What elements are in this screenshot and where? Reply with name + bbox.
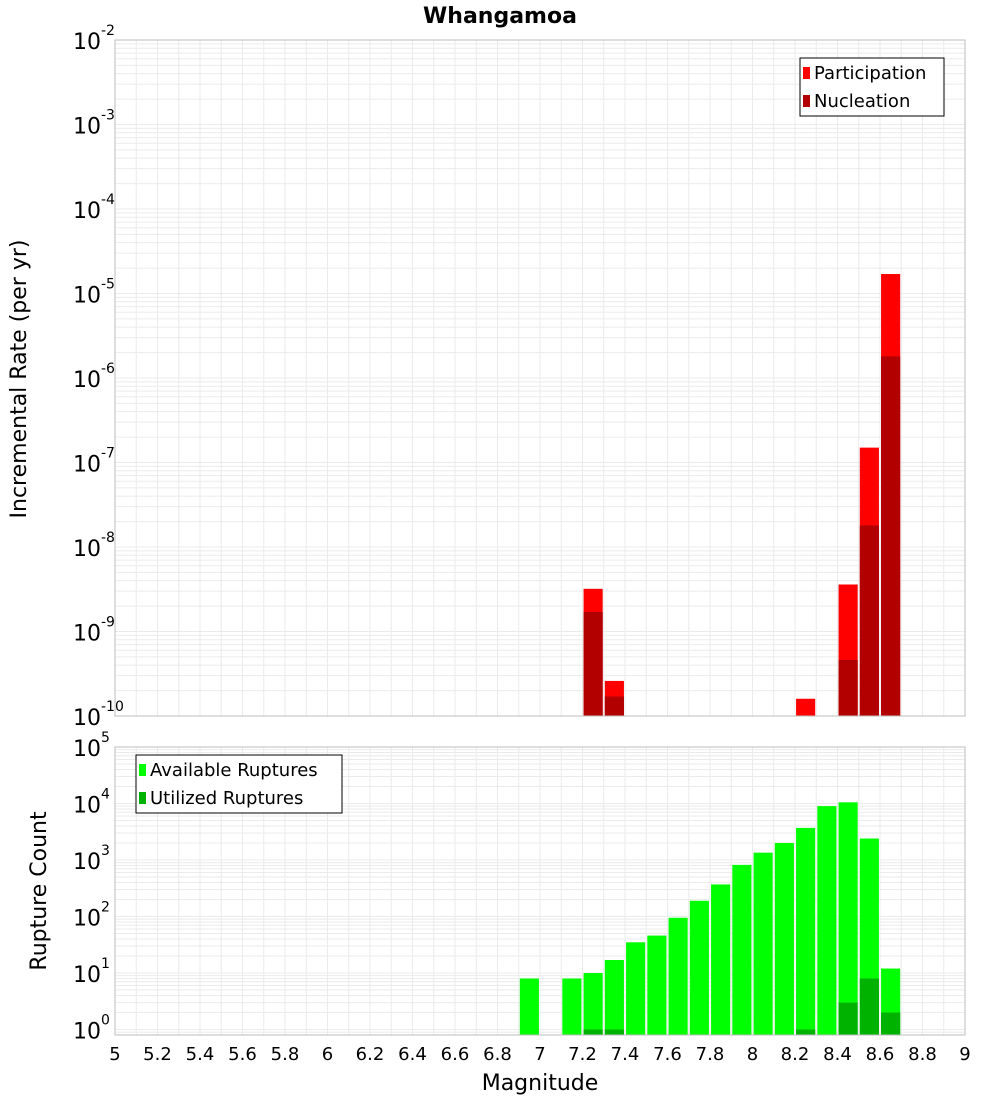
rate-bar-nucleation <box>859 525 879 716</box>
rate-grid <box>114 39 966 717</box>
count-bar-available-ruptures <box>732 864 752 1035</box>
x-tick-label: 5.4 <box>186 1044 215 1065</box>
rate-y-tick-label: 10-9 <box>73 615 115 647</box>
count-legend-label: Available Ruptures <box>150 760 318 781</box>
rate-legend-box <box>799 57 945 117</box>
x-tick-label: 7.8 <box>696 1044 725 1065</box>
x-tick-label: 7.4 <box>611 1044 640 1065</box>
count-y-tick-label: 101 <box>73 956 110 988</box>
rate-bar-nucleation <box>583 612 603 716</box>
count-bar-available-ruptures <box>519 978 539 1035</box>
rate-bars <box>583 274 901 716</box>
count-legend: Available Ruptures Utilized Ruptures <box>135 754 343 814</box>
count-bar-available-ruptures <box>647 935 667 1035</box>
x-tick-label: 8.8 <box>908 1044 937 1065</box>
count-bar-available-ruptures <box>711 884 731 1035</box>
count-bar-available-ruptures <box>817 806 837 1035</box>
x-tick-label: 5 <box>109 1044 120 1065</box>
x-axis-label: Magnitude <box>482 1071 599 1096</box>
x-tick-label: 7.6 <box>653 1044 682 1065</box>
chart-title: Whangamoa <box>423 4 577 29</box>
count-y-axis-label: Rupture Count <box>27 811 52 971</box>
x-tick-label: 5.8 <box>271 1044 300 1065</box>
count-bar-available-ruptures <box>668 917 688 1035</box>
count-bar-utilized-ruptures <box>604 1029 624 1035</box>
x-tick-label: 6 <box>322 1044 333 1065</box>
rate-bar-nucleation <box>881 356 901 716</box>
rate-bar-nucleation <box>604 696 624 716</box>
rate-legend-label: Nucleation <box>814 91 910 112</box>
x-tick-label: 7.2 <box>568 1044 597 1065</box>
count-panel: 105 104 103 102 101 100 5 5.2 5.4 5.6 5.8 6 6.2 6.4 6… <box>27 730 971 1096</box>
x-tick-label: 8.2 <box>781 1044 810 1065</box>
rate-y-tick-label: 10-10 <box>73 699 124 731</box>
rate-y-ticks: 10-2 10-3 10-4 10-5 10-6 10-7 10-8 10-9 10-10 <box>73 23 124 731</box>
rate-y-tick-label: 10-8 <box>73 530 115 562</box>
count-bar-available-ruptures <box>753 852 773 1035</box>
x-tick-label: 7 <box>534 1044 545 1065</box>
rate-y-axis-label: Incremental Rate (per yr) <box>7 240 32 519</box>
rate-legend: Participation Nucleation <box>799 57 945 117</box>
count-y-ticks: 105 104 103 102 101 100 <box>73 730 110 1045</box>
count-bar-utilized-ruptures <box>838 1002 858 1035</box>
x-tick-label: 9 <box>959 1044 970 1065</box>
rate-legend-swatch <box>803 95 810 107</box>
x-tick-label: 6.4 <box>398 1044 427 1065</box>
x-tick-label: 5.2 <box>143 1044 172 1065</box>
rate-y-tick-label: 10-4 <box>73 192 115 224</box>
count-bar-utilized-ruptures <box>583 1029 603 1035</box>
count-bar-available-ruptures <box>626 942 646 1035</box>
count-y-tick-label: 104 <box>73 787 110 819</box>
count-y-tick-label: 103 <box>73 843 110 875</box>
count-legend-swatch <box>139 764 146 776</box>
count-bar-utilized-ruptures <box>796 1029 816 1035</box>
count-bars <box>519 802 901 1035</box>
x-tick-label: 6.8 <box>483 1044 512 1065</box>
rate-legend-swatch <box>803 67 810 79</box>
count-y-tick-label: 102 <box>73 900 110 932</box>
count-bar-utilized-ruptures <box>881 1012 901 1035</box>
count-bar-available-ruptures <box>774 843 794 1035</box>
count-legend-swatch <box>139 792 146 804</box>
count-bar-available-ruptures <box>604 959 624 1035</box>
count-legend-label: Utilized Ruptures <box>150 788 303 809</box>
count-bar-available-ruptures <box>838 802 858 1035</box>
count-bar-available-ruptures <box>796 827 816 1035</box>
x-tick-label: 8.6 <box>866 1044 895 1065</box>
count-y-tick-label: 105 <box>73 730 110 762</box>
rate-panel: 10-2 10-3 10-4 10-5 10-6 10-7 10-8 10-9 10-10 In… <box>7 23 966 731</box>
x-tick-label: 8 <box>747 1044 758 1065</box>
x-tick-label: 6.6 <box>441 1044 470 1065</box>
x-tick-label: 6.2 <box>356 1044 385 1065</box>
rate-bar-nucleation <box>838 659 858 716</box>
rate-y-tick-label: 10-5 <box>73 277 115 309</box>
count-bar-available-ruptures <box>562 978 582 1035</box>
count-bar-utilized-ruptures <box>859 978 879 1035</box>
count-bar-available-ruptures <box>689 900 709 1035</box>
rate-y-tick-label: 10-2 <box>73 23 115 55</box>
rate-legend-label: Participation <box>814 63 926 84</box>
rate-y-tick-label: 10-3 <box>73 108 115 140</box>
count-legend-box <box>135 754 343 814</box>
x-tick-label: 5.6 <box>228 1044 257 1065</box>
rate-bar-participation <box>796 698 816 716</box>
count-bar-available-ruptures <box>583 973 603 1035</box>
x-tick-label: 8.4 <box>823 1044 852 1065</box>
rate-y-tick-label: 10-6 <box>73 361 115 393</box>
rate-y-tick-label: 10-7 <box>73 446 115 478</box>
x-tick-labels: 5 5.2 5.4 5.6 5.8 6 6.2 6.4 6.6 6.8 7 7.2 7.4 7.6 7.8 8… <box>109 1044 970 1065</box>
count-y-tick-label: 100 <box>73 1013 110 1045</box>
